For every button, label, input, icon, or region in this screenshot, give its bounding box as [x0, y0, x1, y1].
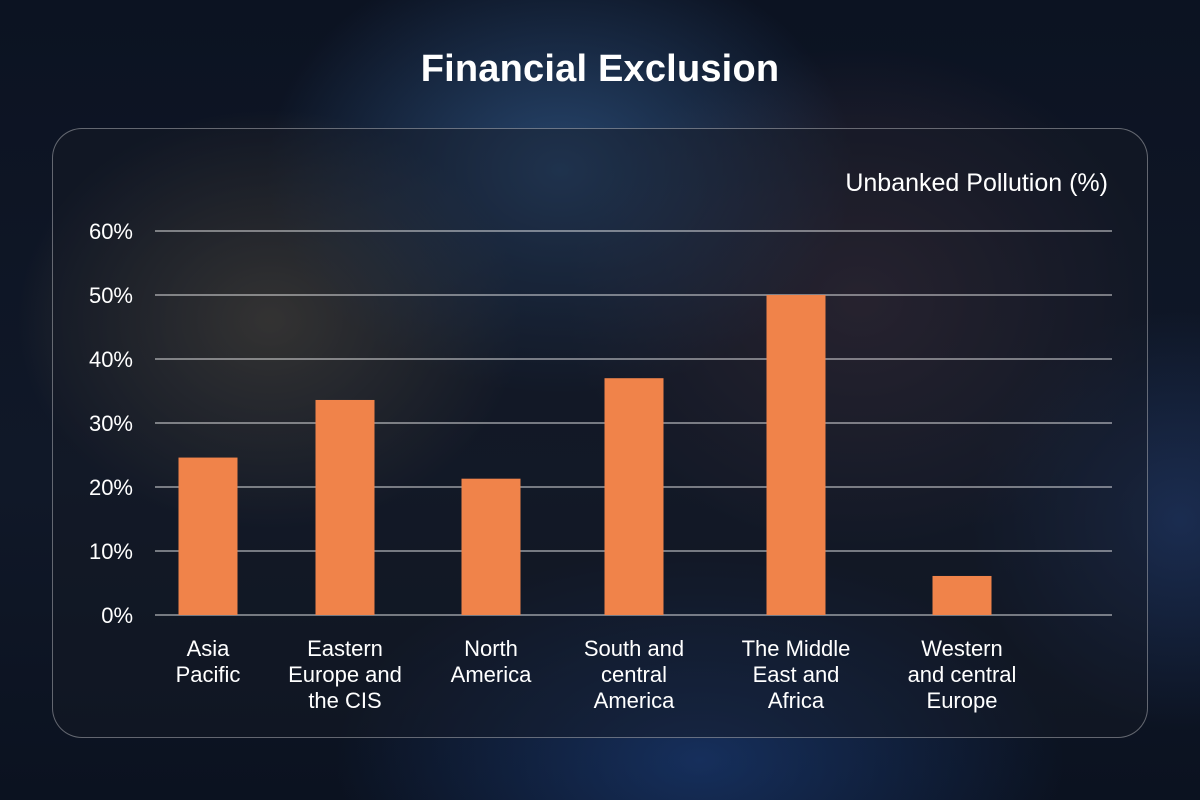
x-tick-label: North America [451, 636, 532, 687]
chart-card [52, 128, 1148, 738]
x-tick-label: The Middle East and Africa [742, 636, 851, 713]
chart-title: Financial Exclusion [420, 48, 780, 90]
bar [178, 457, 238, 615]
y-tick-label: 50% [89, 283, 133, 308]
bar [766, 295, 826, 615]
y-tick-label: 60% [89, 219, 133, 244]
axis-labels: 0% 10% 20% 30% 40% 50% 60% Asia Pacific Eastern Eu… [89, 219, 1016, 713]
x-tick-label: South and central America [584, 636, 684, 713]
x-tick-label: Western and central Europe [908, 636, 1017, 713]
bar [461, 478, 521, 615]
bars [178, 295, 992, 615]
x-tick-label: Eastern Europe and the CIS [288, 636, 402, 713]
y-tick-label: 40% [89, 347, 133, 372]
bar [315, 399, 375, 615]
y-tick-label: 10% [89, 539, 133, 564]
bar [932, 575, 992, 615]
y-tick-label: 0% [101, 603, 133, 628]
y-tick-label: 20% [89, 475, 133, 500]
y-axis-label: Unbanked Pollution (%) [845, 169, 1108, 197]
x-tick-label: Asia Pacific [176, 636, 241, 687]
bar [604, 378, 664, 615]
y-tick-label: 30% [89, 411, 133, 436]
